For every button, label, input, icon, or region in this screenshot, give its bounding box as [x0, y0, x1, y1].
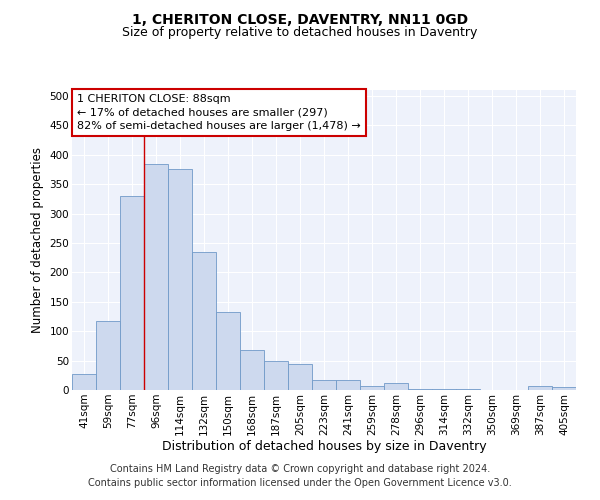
Bar [408, 389, 432, 390]
Bar [336, 380, 360, 390]
Bar [288, 364, 312, 390]
Bar [552, 387, 576, 390]
Y-axis label: Number of detached properties: Number of detached properties [31, 147, 44, 333]
Bar [384, 383, 408, 390]
Bar [216, 312, 240, 390]
Bar [72, 374, 96, 390]
Bar [264, 360, 288, 390]
Bar [144, 164, 168, 390]
Bar [240, 350, 264, 390]
Bar [528, 386, 552, 390]
X-axis label: Distribution of detached houses by size in Daventry: Distribution of detached houses by size … [161, 440, 487, 454]
Text: Size of property relative to detached houses in Daventry: Size of property relative to detached ho… [122, 26, 478, 39]
Text: 1 CHERITON CLOSE: 88sqm
← 17% of detached houses are smaller (297)
82% of semi-d: 1 CHERITON CLOSE: 88sqm ← 17% of detache… [77, 94, 361, 131]
Bar [192, 252, 216, 390]
Text: 1, CHERITON CLOSE, DAVENTRY, NN11 0GD: 1, CHERITON CLOSE, DAVENTRY, NN11 0GD [132, 12, 468, 26]
Bar [312, 380, 336, 390]
Text: Contains HM Land Registry data © Crown copyright and database right 2024.
Contai: Contains HM Land Registry data © Crown c… [88, 464, 512, 487]
Bar [168, 170, 192, 390]
Bar [360, 386, 384, 390]
Bar [96, 321, 120, 390]
Bar [120, 196, 144, 390]
